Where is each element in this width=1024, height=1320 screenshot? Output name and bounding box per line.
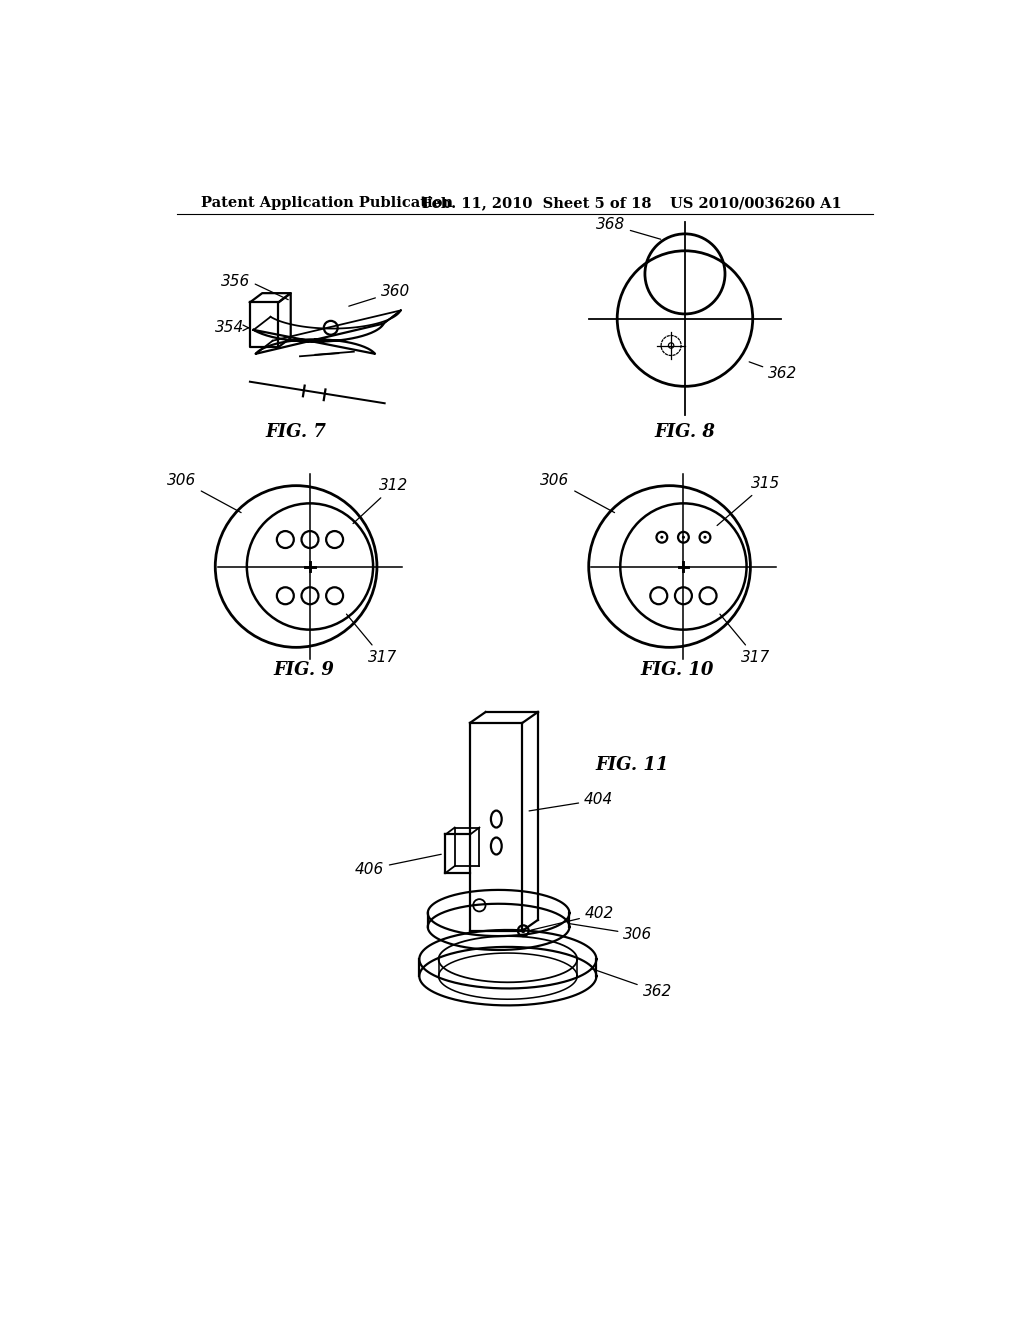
Text: US 2010/0036260 A1: US 2010/0036260 A1 [670, 197, 842, 210]
Text: 406: 406 [354, 854, 441, 876]
Text: 356: 356 [220, 275, 288, 300]
Text: 402: 402 [531, 907, 614, 931]
Text: 317: 317 [720, 614, 770, 665]
Text: FIG. 8: FIG. 8 [654, 422, 716, 441]
Circle shape [521, 928, 525, 933]
Text: 362: 362 [750, 362, 798, 381]
Circle shape [660, 536, 664, 539]
Text: 315: 315 [717, 475, 780, 525]
Text: 306: 306 [568, 924, 652, 942]
Circle shape [703, 536, 707, 539]
Text: 362: 362 [591, 969, 672, 999]
Text: 404: 404 [529, 792, 613, 810]
Text: Feb. 11, 2010  Sheet 5 of 18: Feb. 11, 2010 Sheet 5 of 18 [422, 197, 651, 210]
Text: 306: 306 [541, 473, 614, 512]
Text: 368: 368 [596, 216, 660, 239]
Circle shape [682, 536, 685, 539]
Text: FIG. 9: FIG. 9 [273, 661, 334, 680]
Text: 317: 317 [346, 614, 397, 665]
Text: 306: 306 [167, 473, 241, 512]
Text: Patent Application Publication: Patent Application Publication [202, 197, 454, 210]
Text: FIG. 7: FIG. 7 [265, 422, 327, 441]
Text: FIG. 10: FIG. 10 [641, 661, 714, 680]
Text: 312: 312 [353, 478, 409, 524]
Text: 354: 354 [214, 321, 244, 335]
Text: FIG. 11: FIG. 11 [596, 756, 669, 774]
Text: 360: 360 [349, 284, 410, 306]
